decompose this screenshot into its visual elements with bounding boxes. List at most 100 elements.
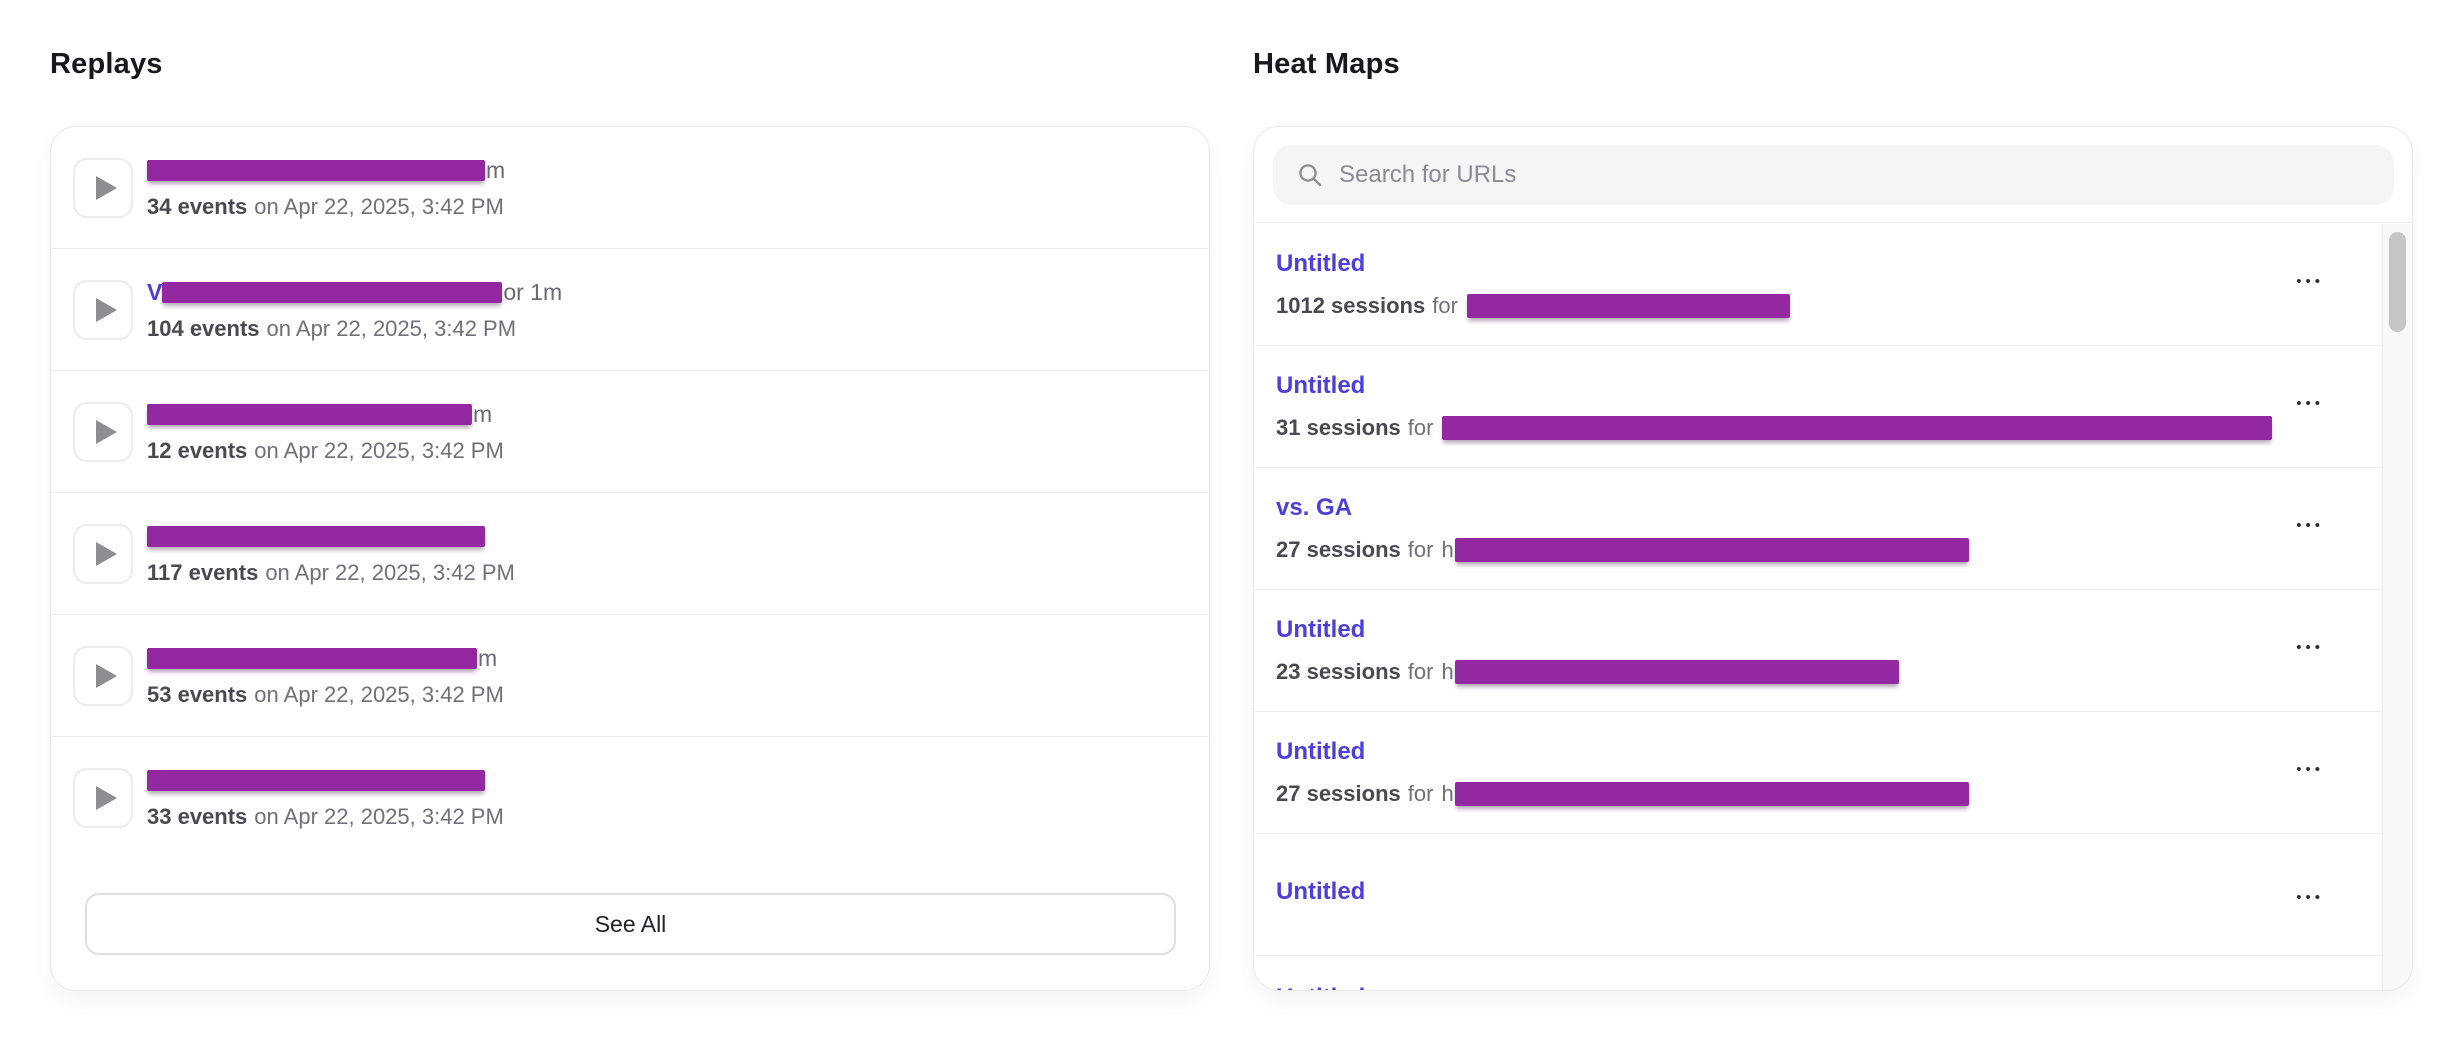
play-button[interactable]	[73, 523, 133, 584]
heatmap-row: Untitled 23 sessions for h •••	[1254, 590, 2382, 712]
heatmap-url-fragment: h	[1441, 537, 1454, 562]
play-button[interactable]	[73, 767, 133, 828]
replay-row: 117 events on Apr 22, 2025, 3:42 PM	[51, 493, 1209, 615]
more-options-button[interactable]: •••	[2296, 273, 2324, 290]
play-button[interactable]	[73, 279, 133, 340]
play-button[interactable]	[73, 157, 133, 218]
heatmap-session-count: 23 sessions	[1276, 659, 1401, 684]
replay-meta: 34 events on Apr 22, 2025, 3:42 PM	[147, 194, 505, 220]
heatmap-title-link[interactable]: Untitled	[1276, 738, 1366, 765]
heatmap-for-label: for	[1432, 293, 1458, 318]
replay-duration-fragment: m	[486, 156, 506, 183]
heatmaps-section-title: Heat Maps	[1253, 48, 1400, 80]
heatmaps-list-viewport: Untitled 1012 sessions for ••• Untitled …	[1254, 224, 2412, 990]
replay-name-fragment: V	[147, 278, 163, 305]
replays-card: m 34 events on Apr 22, 2025, 3:42 PM V o…	[50, 126, 1210, 991]
redaction-bar	[1454, 538, 1969, 562]
more-options-button[interactable]: •••	[2296, 761, 2324, 778]
replay-info: m 12 events on Apr 22, 2025, 3:42 PM	[147, 399, 504, 464]
redaction-bar	[147, 647, 477, 669]
replay-event-count: 33 events	[147, 804, 248, 829]
replay-event-count: 53 events	[147, 682, 248, 707]
heatmap-row-partial: Untitled	[1254, 956, 2382, 990]
heatmap-title-link[interactable]: Untitled	[1276, 878, 1366, 905]
scrollbar-track[interactable]	[2382, 224, 2412, 990]
heatmap-meta: 31 sessions for	[1276, 415, 2273, 441]
more-options-button[interactable]: •••	[2296, 395, 2324, 412]
search-input[interactable]	[1339, 160, 2374, 189]
heatmap-title-link[interactable]: Untitled	[1276, 616, 1366, 643]
replay-info: m 53 events on Apr 22, 2025, 3:42 PM	[147, 643, 504, 708]
replay-info: m 34 events on Apr 22, 2025, 3:42 PM	[147, 155, 505, 220]
heatmap-for-label: for	[1407, 537, 1434, 562]
heatmap-for-label: for	[1407, 659, 1434, 684]
replay-meta: 104 events on Apr 22, 2025, 3:42 PM	[147, 316, 562, 342]
replay-link[interactable]: m	[147, 155, 505, 185]
play-button[interactable]	[73, 401, 133, 462]
heatmap-meta: 23 sessions for h	[1276, 659, 1899, 685]
replay-event-count: 117 events	[147, 560, 259, 585]
see-all-section: See All	[51, 854, 1209, 990]
heatmap-meta: 27 sessions for h	[1276, 781, 1969, 807]
redaction-bar	[1466, 294, 1790, 318]
more-options-button[interactable]: •••	[2296, 517, 2324, 534]
heatmap-row: Untitled •••	[1254, 834, 2382, 956]
play-button[interactable]	[73, 645, 133, 706]
replay-row: V or 1m 104 events on Apr 22, 2025, 3:42…	[51, 249, 1209, 371]
heatmap-title-link[interactable]: Untitled	[1276, 984, 1365, 990]
replay-link[interactable]: m	[147, 643, 504, 673]
more-options-button[interactable]: •••	[2296, 639, 2324, 656]
heatmap-url-fragment: h	[1441, 781, 1454, 806]
scrollbar-thumb[interactable]	[2389, 232, 2406, 332]
heatmap-title-link[interactable]: vs. GA	[1276, 494, 1353, 521]
heatmap-meta: 27 sessions for h	[1276, 537, 1969, 563]
redaction-bar	[162, 281, 503, 303]
replay-info: 117 events on Apr 22, 2025, 3:42 PM	[147, 521, 515, 586]
search-box	[1273, 144, 2394, 205]
redaction-bar	[147, 525, 485, 547]
replay-link[interactable]	[147, 521, 515, 551]
heatmaps-card: Untitled 1012 sessions for ••• Untitled …	[1253, 126, 2413, 991]
redaction-bar	[147, 769, 485, 791]
heatmap-row: Untitled 31 sessions for •••	[1254, 346, 2382, 468]
heatmap-session-count: 27 sessions	[1276, 537, 1401, 562]
heatmap-title-link[interactable]: Untitled	[1276, 372, 1366, 399]
search-icon	[1299, 163, 1322, 186]
redaction-bar	[1454, 782, 1969, 806]
play-icon	[95, 175, 117, 200]
replay-duration-fragment: m	[478, 644, 498, 671]
replay-date: on Apr 22, 2025, 3:42 PM	[254, 682, 504, 707]
replay-row: 33 events on Apr 22, 2025, 3:42 PM	[51, 737, 1209, 859]
replay-duration-fragment: m	[473, 400, 493, 427]
play-icon	[95, 541, 117, 566]
replay-date: on Apr 22, 2025, 3:42 PM	[265, 560, 515, 585]
replay-row: m 34 events on Apr 22, 2025, 3:42 PM	[51, 127, 1209, 249]
heatmap-meta: 1012 sessions for	[1276, 293, 1790, 319]
replay-link[interactable]: m	[147, 399, 504, 429]
replay-event-count: 34 events	[147, 194, 248, 219]
replay-meta: 117 events on Apr 22, 2025, 3:42 PM	[147, 560, 515, 586]
heatmap-session-count: 31 sessions	[1276, 415, 1401, 440]
replay-row: m 12 events on Apr 22, 2025, 3:42 PM	[51, 371, 1209, 493]
replay-info: 33 events on Apr 22, 2025, 3:42 PM	[147, 765, 504, 830]
replay-date: on Apr 22, 2025, 3:42 PM	[254, 194, 504, 219]
heatmap-row: Untitled 1012 sessions for •••	[1254, 224, 2382, 346]
heatmap-url-fragment: h	[1441, 659, 1454, 684]
see-all-button[interactable]: See All	[85, 893, 1176, 955]
play-icon	[95, 419, 117, 444]
heatmaps-search-bar	[1254, 127, 2412, 223]
redaction-bar	[147, 159, 485, 181]
play-icon	[95, 785, 117, 810]
heatmap-row: Untitled 27 sessions for h •••	[1254, 712, 2382, 834]
redaction-bar	[147, 403, 472, 425]
play-icon	[95, 297, 117, 322]
replay-link[interactable]	[147, 765, 504, 795]
replay-link[interactable]: V or 1m	[147, 277, 562, 307]
more-options-button[interactable]: •••	[2296, 889, 2324, 906]
heatmap-for-label: for	[1407, 415, 1434, 440]
redaction-bar	[1442, 416, 2273, 440]
heatmap-title-link[interactable]: Untitled	[1276, 250, 1366, 277]
replay-row: m 53 events on Apr 22, 2025, 3:42 PM	[51, 615, 1209, 737]
heatmap-session-count: 1012 sessions	[1276, 293, 1426, 318]
replay-meta: 53 events on Apr 22, 2025, 3:42 PM	[147, 682, 504, 708]
